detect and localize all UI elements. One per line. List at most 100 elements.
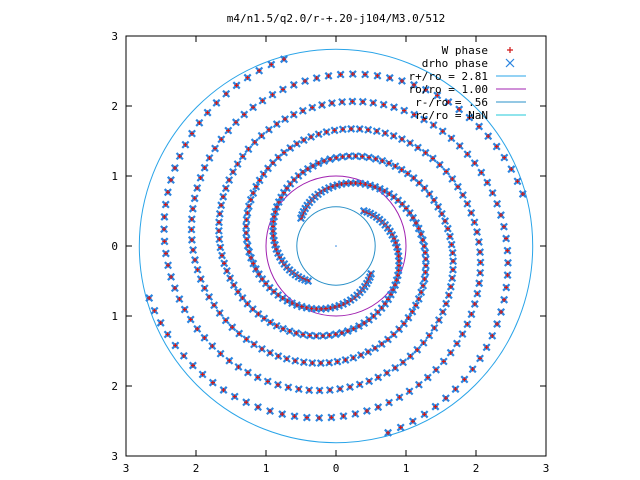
w-phase-point — [202, 286, 207, 291]
w-phase-point — [326, 73, 331, 79]
w-phase-point — [423, 250, 428, 255]
w-phase-point — [190, 206, 196, 211]
w-phase-point — [210, 380, 216, 385]
w-phase-point — [165, 263, 171, 268]
w-phase-point — [371, 100, 376, 106]
w-phase-point — [319, 102, 325, 108]
radius-circles — [138, 48, 534, 444]
radius-circle — [138, 48, 534, 444]
w-phase-point — [240, 154, 245, 159]
w-phase-point — [263, 281, 269, 286]
w-phase-point — [476, 239, 482, 245]
w-phase-point — [221, 387, 226, 393]
w-phase-point — [329, 415, 334, 420]
w-phase-point — [165, 332, 170, 337]
w-phase-point — [233, 120, 239, 125]
w-phase-point — [501, 224, 507, 229]
w-phase-point — [358, 352, 364, 358]
w-phase-point — [384, 370, 390, 376]
w-phase-point — [181, 353, 187, 359]
w-phase-point — [332, 128, 337, 133]
w-phase-point — [192, 196, 197, 201]
w-phase-point — [245, 210, 250, 216]
w-phase-point — [195, 185, 200, 191]
w-phase-point — [244, 337, 249, 342]
w-phase-point — [152, 308, 157, 313]
w-phase-point — [490, 333, 495, 338]
w-phase-point — [244, 400, 249, 405]
w-phase-point — [427, 191, 432, 197]
w-phase-point — [446, 293, 451, 298]
w-phase-point — [262, 316, 267, 321]
w-phase-point — [189, 216, 194, 222]
w-phase-point — [391, 105, 397, 110]
w-phase-point — [366, 155, 372, 160]
w-phase-point — [198, 276, 203, 282]
w-phase-point — [394, 244, 400, 250]
w-phase-point — [439, 211, 445, 217]
w-phase-point — [296, 386, 301, 392]
w-phase-point — [223, 318, 228, 323]
w-phase-point — [172, 285, 178, 291]
w-phase-point — [253, 184, 259, 189]
w-phase-point — [207, 155, 212, 161]
w-phase-point — [255, 375, 260, 380]
w-phase-point — [494, 144, 499, 149]
w-phase-point — [396, 253, 401, 259]
w-phase-point — [475, 291, 480, 296]
w-phase-point — [372, 345, 378, 351]
w-phase-point — [476, 124, 482, 129]
w-phase-point — [474, 229, 480, 235]
w-phase-point — [245, 243, 250, 248]
w-phase-point — [427, 333, 432, 338]
w-phase-point — [420, 283, 426, 288]
w-phase-point — [250, 306, 255, 312]
w-phase-point — [350, 71, 356, 77]
w-phase-point — [401, 321, 407, 326]
w-phase-point — [446, 99, 451, 105]
w-phase-point — [453, 386, 458, 392]
w-phase-point — [183, 142, 188, 147]
w-phase-point — [271, 219, 276, 224]
w-phase-point — [395, 198, 401, 203]
w-phase-point — [360, 154, 365, 159]
w-phase-point — [230, 325, 235, 330]
w-phase-point — [418, 231, 424, 237]
w-phase-point — [400, 360, 406, 365]
w-phase-point — [509, 166, 514, 172]
w-phase-point — [268, 320, 273, 325]
w-phase-point — [275, 382, 281, 387]
w-phase-point — [218, 245, 223, 250]
w-phase-point — [440, 309, 446, 315]
w-phase-point — [454, 341, 460, 346]
w-phase-point — [386, 400, 392, 405]
w-phase-point — [267, 408, 273, 414]
w-phase-point — [450, 176, 455, 182]
w-phase-point — [340, 127, 345, 132]
w-phase-point — [188, 317, 193, 322]
w-phase-point — [380, 158, 385, 163]
w-phase-point — [435, 93, 440, 98]
w-phase-point — [416, 382, 422, 387]
w-phase-point — [248, 255, 254, 261]
w-phase-point — [422, 276, 427, 282]
w-phase-point — [413, 220, 419, 226]
w-phase-point — [310, 105, 315, 110]
w-phase-point — [245, 75, 250, 80]
w-phase-point — [226, 128, 231, 133]
w-phase-point — [314, 333, 319, 339]
w-phase-point — [251, 190, 256, 196]
w-phase-point — [490, 190, 495, 196]
w-phase-point — [271, 214, 277, 219]
w-phase-point — [494, 201, 500, 207]
w-phase-point — [339, 181, 344, 187]
w-phase-point — [353, 153, 358, 159]
w-phase-point — [217, 237, 222, 242]
w-phase-point — [244, 217, 249, 222]
w-phase-point — [210, 343, 215, 349]
w-phase-point — [478, 260, 483, 265]
w-phase-point — [339, 330, 345, 336]
w-phase-point — [339, 99, 345, 105]
w-phase-point — [265, 379, 270, 384]
